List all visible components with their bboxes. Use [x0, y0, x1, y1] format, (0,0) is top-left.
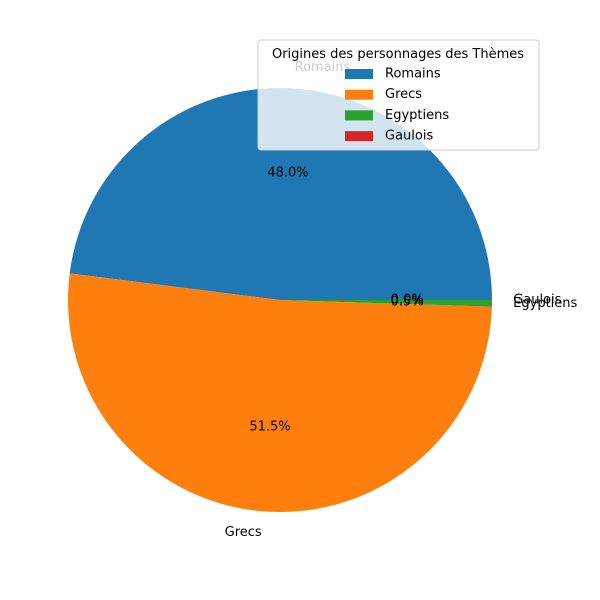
slice-percent-grecs: 51.5% [249, 419, 290, 434]
pie-slice-egyptiens [280, 300, 492, 307]
slice-label-egyptiens: Egyptiens [513, 296, 577, 311]
slice-percent-romains: 48.0% [267, 166, 308, 181]
legend-label-grecs: Grecs [385, 87, 422, 102]
slice-percent-egyptiens: 0.5% [391, 294, 424, 309]
slice-percent-gaulois: 0.0% [391, 293, 424, 308]
legend-label-gaulois: Gaulois [385, 129, 433, 144]
legend-label-romains: Romains [385, 67, 441, 82]
slice-label-gaulois: Gaulois [513, 293, 561, 308]
legend-title: Origines des personnages des Thèmes [272, 47, 524, 62]
legend-label-egyptiens: Egyptiens [385, 108, 449, 123]
legend-frame [257, 39, 540, 151]
pie-slice-grecs [67, 273, 492, 513]
legend-swatch-romains [345, 69, 373, 79]
legend-entries: Romains Grecs Egyptiens Gaulois [345, 67, 449, 144]
pie-slices [67, 87, 492, 513]
slice-label-grecs: Grecs [225, 525, 262, 540]
legend: Origines des personnages des Thèmes Roma… [257, 39, 540, 151]
legend-swatch-gaulois [345, 131, 373, 142]
legend-swatch-grecs [345, 89, 373, 100]
pie-percent-labels: 48.0% 51.5% 0.5%0.0% [249, 166, 423, 435]
legend-swatch-egyptiens [345, 110, 373, 121]
